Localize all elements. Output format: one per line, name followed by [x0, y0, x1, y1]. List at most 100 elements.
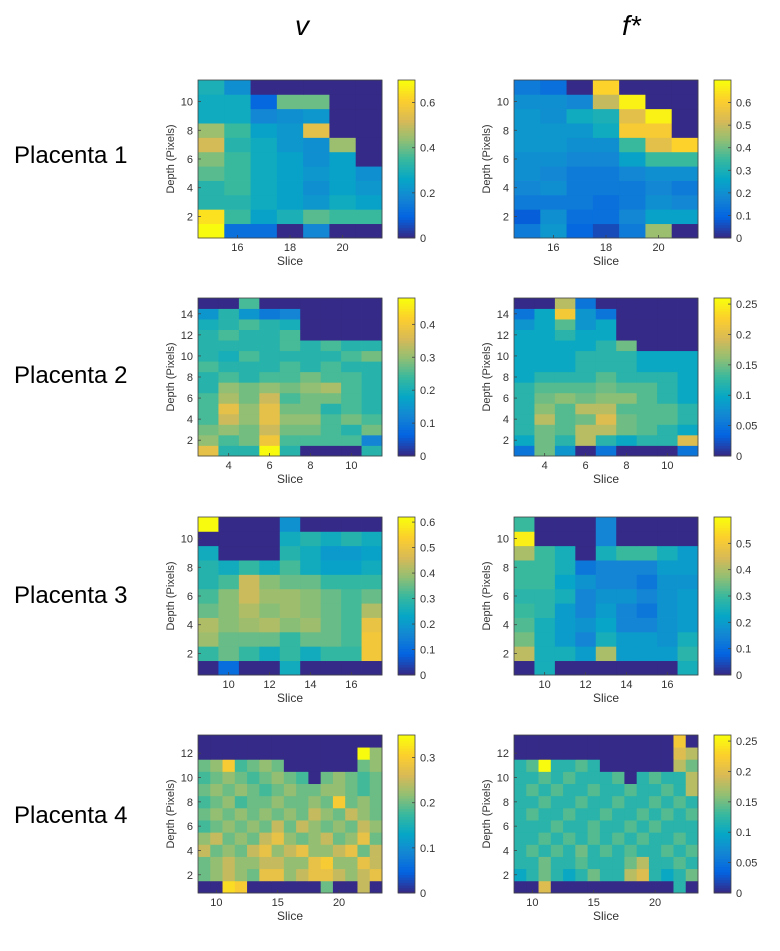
panel-8-y-label: Depth (Pixels)	[481, 779, 493, 848]
panel-7-colorbar-segment	[398, 848, 415, 852]
panel-7-cell	[234, 735, 248, 748]
panel-6-colorbar-segment	[714, 622, 731, 626]
panel-4-cell	[595, 392, 617, 404]
panel-2-colorbar-segment	[714, 127, 731, 131]
panel-8-cell	[514, 856, 527, 870]
panel-5-cell	[218, 574, 240, 590]
panel-3-y-tick-label: 14	[181, 309, 193, 321]
panel-8-colorbar-segment	[714, 821, 731, 826]
panel-3-cell	[300, 350, 322, 362]
panel-8-cell	[612, 820, 625, 833]
panel-6-cell	[514, 531, 535, 547]
panel-8-cell	[599, 771, 613, 785]
panel-2-colorbar-segment	[714, 172, 731, 176]
panel-4-colorbar-segment	[714, 421, 731, 425]
panel-2-cell	[514, 94, 541, 110]
panel-1-cell	[355, 209, 383, 225]
panel-3-colorbar-segment	[398, 411, 415, 415]
panel-6-cell	[677, 660, 699, 676]
panel-8-cell	[587, 832, 601, 845]
panel-6-cell	[595, 588, 617, 604]
panel-2-x-label: Slice	[593, 254, 619, 268]
panel-3-colorbar-segment	[398, 424, 415, 428]
panel-6-colorbar-segment	[714, 596, 731, 600]
panel-1-colorbar-segment	[398, 182, 415, 186]
panel-4-x-tick-label: 4	[542, 460, 548, 472]
panel-7-cell	[247, 783, 260, 797]
panel-4-cell	[534, 434, 556, 446]
panel-7-cell	[283, 856, 297, 870]
panel-1-cell	[355, 137, 383, 153]
panel-7-cell	[198, 771, 211, 785]
panel-8-colorbar-tick-label: 0.05	[736, 858, 757, 870]
panel-8-x-label: Slice	[593, 909, 619, 923]
panel-3-cell	[361, 350, 383, 362]
panel-1-colorbar-segment	[398, 224, 415, 228]
panel-1-colorbar-segment	[398, 159, 415, 163]
panel-8-cell	[612, 735, 625, 748]
panel-5-y-tick-label: 8	[187, 562, 193, 574]
panel-4-cell	[575, 350, 597, 362]
panel-8-cell	[563, 783, 576, 797]
panel-5-cell	[341, 531, 362, 547]
panel-7-cell	[320, 771, 334, 785]
panel-1-cell	[224, 166, 251, 181]
panel-7-cell	[247, 868, 260, 882]
panel-8-cell	[575, 795, 588, 809]
panel-1-cell	[198, 180, 225, 196]
panel-4-colorbar-segment	[714, 450, 731, 454]
panel-7-cell	[320, 747, 334, 760]
panel-6-cell	[554, 603, 576, 618]
panel-5-colorbar-segment	[398, 559, 415, 563]
panel-7-cell	[234, 880, 248, 894]
panel-1-colorbar-segment	[398, 132, 415, 136]
panel-8-cell	[587, 880, 601, 894]
panel-4-colorbar-segment	[714, 387, 731, 391]
panel-8-cell	[526, 820, 539, 833]
panel-1-colorbar-segment	[398, 172, 415, 176]
panel-7-cell	[345, 820, 358, 833]
panel-4-colorbar-segment	[714, 379, 731, 383]
panel-8-colorbar-tick-label: 0.2	[736, 766, 751, 778]
panel-6-cell	[657, 517, 678, 532]
panel-1-colorbar-segment	[398, 143, 415, 147]
panel-3-colorbar-segment	[398, 300, 415, 304]
panel-4-cell	[575, 413, 597, 425]
panel-2-colorbar-segment	[714, 235, 731, 239]
panel-6-cell	[677, 631, 699, 647]
panel-8-cell	[636, 807, 650, 821]
panel-3-cell	[361, 424, 383, 436]
panel-1-y-label: Depth (Pixels)	[165, 124, 177, 193]
panel-3-cell	[238, 340, 260, 352]
panel-3-colorbar-segment	[398, 429, 415, 433]
panel-2-colorbar-segment	[714, 135, 731, 139]
panel-7-cell	[308, 795, 322, 809]
panel-1-cell	[250, 137, 278, 153]
panel-8-colorbar-segment	[714, 761, 731, 765]
panel-7-cell	[345, 783, 358, 797]
panel-1-colorbar-segment	[398, 153, 415, 157]
panel-5-cell	[300, 517, 322, 532]
panel-1-cell	[355, 166, 383, 181]
panel-1-cell	[303, 108, 330, 124]
panel-8-cell	[685, 832, 699, 845]
panel-3-cell	[361, 308, 383, 320]
panel-2-colorbar-segment	[714, 98, 731, 102]
panel-4-cell	[575, 382, 597, 394]
panel-8-cell	[538, 856, 552, 870]
panel-5-cell	[320, 631, 342, 647]
panel-4-cell	[677, 350, 699, 362]
panel-8-colorbar-segment	[714, 803, 731, 807]
panel-8-colorbar-segment	[714, 837, 731, 841]
panel-6-cell	[657, 660, 678, 676]
panel-8-cell	[673, 747, 687, 760]
panel-7-cell	[198, 735, 211, 748]
panel-8-cell	[514, 868, 527, 882]
panel-8-colorbar-segment	[714, 806, 731, 810]
panel-7-cell	[332, 868, 346, 882]
panel-3-colorbar-segment	[398, 308, 415, 312]
panel-2-colorbar-tick-label: 0.1	[736, 210, 751, 222]
panel-2-colorbar-segment	[714, 143, 731, 147]
panel-8-cell	[550, 783, 564, 797]
panel-3-cell	[259, 403, 281, 415]
